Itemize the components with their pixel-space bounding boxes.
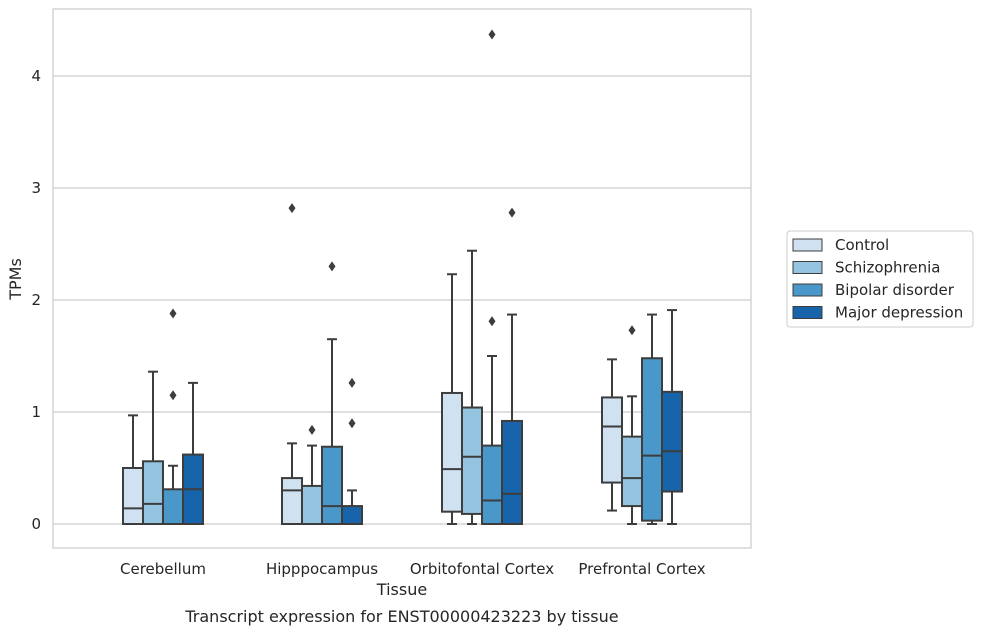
x-tick-label: Hipppocampus [266, 560, 378, 578]
y-tick-label: 1 [31, 403, 41, 421]
series-group [122, 203, 623, 525]
legend-swatch [792, 283, 823, 297]
x-tick-label: Orbitofontal Cortex [410, 560, 554, 578]
outlier-point [488, 29, 496, 40]
legend-item: Major depression [792, 304, 963, 322]
box-rect [461, 406, 483, 515]
box-rect [481, 444, 503, 526]
legend: Control Schizophrenia Bipolar disorder Majo… [786, 230, 974, 328]
box-rect [341, 505, 363, 525]
box-rect [142, 460, 164, 525]
x-axis-label: Tissue [376, 580, 427, 599]
box-rect [601, 396, 623, 484]
legend-label: Schizophrenia [835, 259, 940, 277]
box-group [481, 29, 503, 526]
legend-swatch [792, 306, 823, 319]
box-group [641, 313, 663, 525]
plot-area-frame [52, 8, 752, 549]
box-rect [301, 484, 323, 526]
chart-caption: Transcript expression for ENST0000042322… [184, 607, 618, 626]
box-rect [162, 488, 184, 525]
box-group [341, 377, 363, 525]
box-rect [281, 477, 303, 525]
box-rect [641, 357, 663, 522]
box-series [122, 29, 683, 526]
box-rect [122, 467, 144, 525]
outlier-point [308, 424, 316, 435]
box-rect [321, 445, 343, 525]
box-group [142, 370, 164, 525]
box-group [122, 414, 144, 525]
y-tick-label: 2 [31, 291, 41, 309]
box-rect [441, 391, 463, 513]
y-tick-label: 3 [31, 179, 41, 197]
outlier-point [288, 203, 296, 214]
legend-items: Control Schizophrenia Bipolar disorder Majo… [792, 236, 963, 322]
box-group [182, 381, 204, 525]
box-rect [621, 435, 643, 508]
y-tick-label: 0 [31, 515, 41, 533]
series-group [182, 207, 683, 525]
outlier-point [628, 325, 636, 336]
x-tick-label: Prefrontal Cortex [578, 560, 705, 578]
box-group [321, 261, 343, 525]
box-group [621, 325, 643, 525]
series-group [142, 249, 643, 526]
outlier-point [508, 207, 516, 218]
outlier-point [328, 261, 336, 272]
box-group [661, 309, 683, 525]
legend-frame [786, 230, 974, 328]
y-tick-labels: 0 1 2 3 4 [31, 67, 41, 533]
legend-item: Schizophrenia [792, 259, 940, 277]
legend-swatch [792, 238, 823, 252]
box-rect [661, 390, 683, 493]
box-group [301, 424, 323, 526]
outlier-point [348, 377, 356, 388]
outlier-point [488, 316, 496, 327]
legend-label: Control [835, 236, 889, 254]
box-group [501, 207, 523, 525]
box-group [162, 308, 184, 525]
legend-item: Bipolar disorder [792, 281, 955, 299]
legend-item: Control [792, 236, 889, 254]
outlier-point [348, 418, 356, 429]
box-group [441, 273, 463, 525]
legend-label: Major depression [835, 304, 963, 322]
box-group [461, 249, 483, 525]
x-tick-label: Cerebellum [120, 560, 206, 578]
y-tick-label: 4 [31, 67, 41, 85]
y-axis-label: TPMs [6, 258, 25, 301]
box-group [281, 203, 303, 525]
series-group [162, 29, 663, 526]
x-tick-labels: Cerebellum Hipppocampus Orbitofontal Corte… [120, 560, 706, 578]
outlier-point [169, 390, 177, 401]
box-rect [501, 419, 523, 525]
legend-label: Bipolar disorder [835, 281, 955, 299]
legend-swatch [792, 261, 823, 274]
outlier-point [169, 308, 177, 319]
box-group [601, 358, 623, 512]
